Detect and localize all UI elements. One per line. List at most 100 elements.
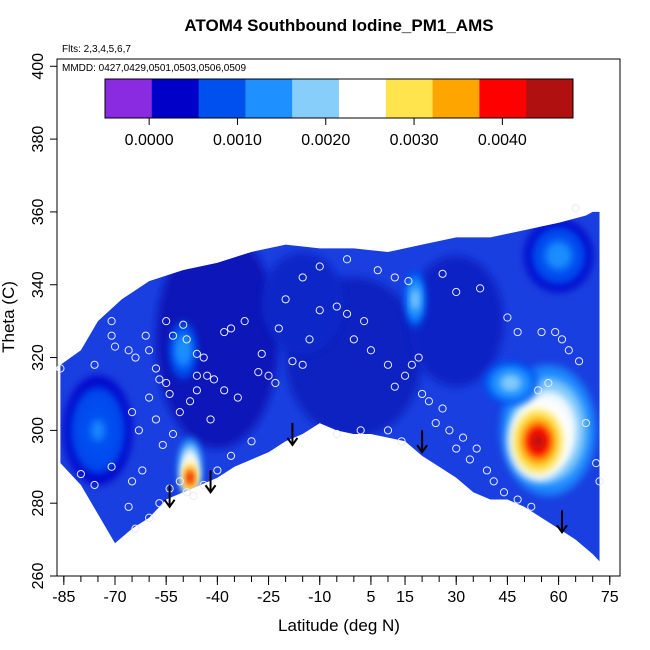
data-point xyxy=(445,426,454,435)
data-point xyxy=(288,357,297,366)
data-point xyxy=(213,466,222,475)
data-point xyxy=(557,335,567,344)
data-point xyxy=(390,273,399,282)
x-tick-label: -70 xyxy=(103,589,126,606)
data-point xyxy=(179,320,188,329)
data-point xyxy=(206,415,215,424)
data-point xyxy=(527,502,536,511)
flights-label: Flts: 2,3,4,5,6,7 xyxy=(62,44,131,55)
data-point xyxy=(155,375,164,384)
data-point xyxy=(131,524,140,533)
field-hotspot xyxy=(505,378,517,388)
data-point xyxy=(574,357,584,366)
data-point xyxy=(281,295,290,304)
data-point xyxy=(551,327,560,337)
x-tick-label: -25 xyxy=(257,589,280,606)
data-point xyxy=(151,415,161,424)
data-point xyxy=(417,389,427,399)
colorbar-bin xyxy=(526,79,574,118)
colorbar-bin xyxy=(292,79,340,118)
colorbar-bin xyxy=(432,79,480,118)
y-tick-label: 260 xyxy=(30,563,47,590)
data-point xyxy=(226,451,236,460)
data-point xyxy=(315,306,324,315)
data-point xyxy=(349,335,358,344)
colorbar-tick-label: 0.0030 xyxy=(390,132,439,149)
data-point xyxy=(182,335,191,344)
data-point xyxy=(264,371,273,380)
colorbar-bin xyxy=(385,79,434,118)
data-point xyxy=(305,335,314,344)
y-tick-label: 360 xyxy=(30,198,47,225)
data-point xyxy=(452,444,461,453)
data-point xyxy=(513,495,522,504)
data-point xyxy=(240,317,249,326)
data-point xyxy=(407,360,416,369)
data-point xyxy=(107,331,116,340)
colorbar-tick-label: 0.0010 xyxy=(213,132,262,149)
field-hotspot xyxy=(180,344,186,357)
colorbar-bin xyxy=(245,79,293,118)
data-point xyxy=(175,408,184,417)
data-point xyxy=(359,317,369,326)
arrow-marker xyxy=(204,470,217,494)
data-point xyxy=(247,437,256,446)
mmdd-label: MMDD: 0427,0429,0501,0503,0506,0509 xyxy=(62,63,246,74)
arrow-marker xyxy=(163,484,176,509)
data-point xyxy=(124,502,133,511)
data-point xyxy=(233,393,242,402)
data-point xyxy=(90,480,99,490)
data-point xyxy=(189,491,198,501)
data-point xyxy=(400,371,410,380)
y-axis-label: Theta (C) xyxy=(0,281,18,353)
x-axis-label: Latitude (deg N) xyxy=(278,616,400,635)
data-point xyxy=(298,273,307,282)
data-point xyxy=(472,444,481,453)
colorbar-tick-label: 0.0000 xyxy=(125,132,174,149)
data-point xyxy=(544,378,553,388)
data-point xyxy=(168,331,178,340)
data-point xyxy=(397,437,406,446)
y-tick-label: 400 xyxy=(30,53,47,80)
data-point xyxy=(220,386,229,395)
data-point xyxy=(431,418,440,428)
x-tick-label: 15 xyxy=(396,589,414,606)
data-point xyxy=(192,349,201,359)
data-point xyxy=(414,353,423,362)
data-point xyxy=(489,477,498,486)
data-point xyxy=(107,462,116,471)
data-point xyxy=(162,317,171,326)
data-point xyxy=(199,480,208,490)
data-point xyxy=(271,378,280,388)
data-point xyxy=(168,429,178,439)
x-tick-label: -40 xyxy=(206,589,229,606)
y-tick-label: 380 xyxy=(30,126,47,153)
data-point xyxy=(592,459,601,468)
data-point xyxy=(124,346,133,355)
data-point xyxy=(274,324,283,333)
y-tick-label: 300 xyxy=(30,417,47,444)
data-point xyxy=(141,331,150,340)
data-point xyxy=(315,262,324,271)
data-point xyxy=(110,342,120,351)
data-point xyxy=(185,397,195,406)
data-point xyxy=(220,327,229,337)
data-point xyxy=(203,371,212,380)
data-point xyxy=(332,429,341,439)
data-point xyxy=(595,477,604,486)
data-point xyxy=(499,488,509,497)
data-point xyxy=(127,477,137,486)
y-tick-label: 280 xyxy=(30,490,47,517)
data-point xyxy=(107,317,116,326)
colorbar-bin xyxy=(479,79,527,118)
data-point xyxy=(452,287,461,297)
x-tick-label: 60 xyxy=(550,589,568,606)
data-point xyxy=(56,364,65,373)
data-point xyxy=(438,404,447,413)
y-tick-label: 340 xyxy=(30,271,47,298)
arrow-marker xyxy=(556,510,568,535)
field-hotspot xyxy=(91,419,105,442)
data-point xyxy=(175,477,184,486)
field-hotspot xyxy=(188,474,192,482)
x-tick-label: 5 xyxy=(366,589,375,606)
